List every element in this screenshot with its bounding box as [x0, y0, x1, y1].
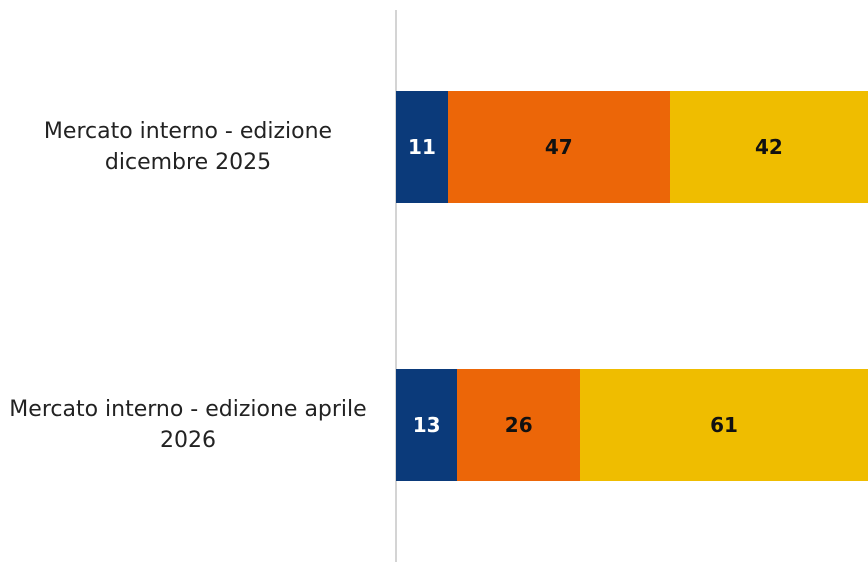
- bar-segment: 47: [447, 91, 670, 203]
- category-label: Mercato interno - edizione dicembre 2025: [43, 119, 333, 175]
- bar-segment: 13: [396, 369, 458, 481]
- axis-line: [395, 10, 397, 562]
- bar-segment: 61: [580, 369, 868, 481]
- bar-segment: 26: [457, 369, 581, 481]
- category-label: Mercato interno - edizione aprile 2026: [9, 397, 367, 453]
- bar-segment: 11: [396, 91, 448, 203]
- bar-segment: 42: [669, 91, 868, 203]
